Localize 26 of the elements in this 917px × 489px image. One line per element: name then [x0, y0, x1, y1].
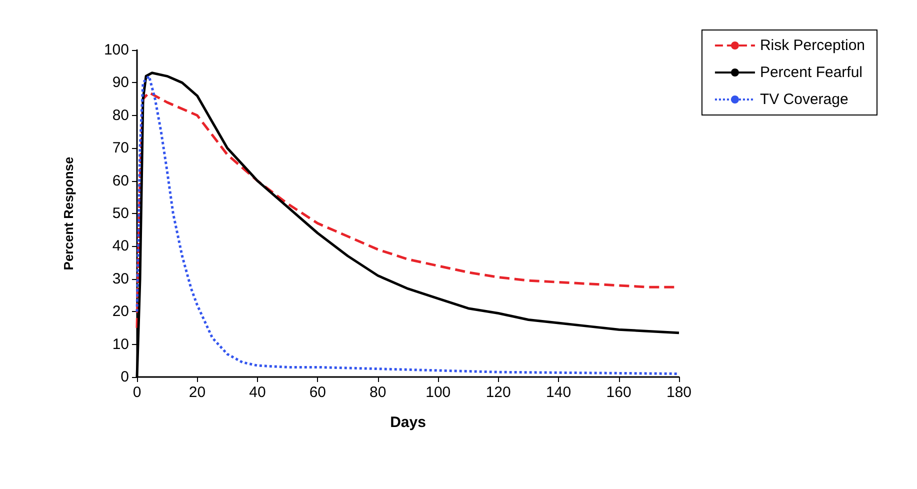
- x-tick-label: 80: [370, 384, 386, 401]
- y-tick-label: 40: [112, 238, 129, 255]
- y-tick-label: 70: [112, 140, 129, 157]
- y-tick-label: 20: [112, 303, 129, 320]
- y-tick-label: 60: [112, 172, 129, 190]
- x-tick-label: 160: [606, 384, 632, 401]
- legend-label: TV Coverage: [760, 91, 848, 108]
- y-axis-title: Percent Response: [61, 156, 76, 270]
- y-tick-label: 90: [112, 74, 129, 92]
- legend-label: Risk Perception: [760, 37, 866, 54]
- x-tick-label: 120: [486, 384, 511, 401]
- x-tick-label: 60: [309, 384, 326, 401]
- legend-label: Percent Fearful: [760, 64, 863, 81]
- y-tick-label: 30: [112, 270, 129, 288]
- x-tick-label: 140: [546, 384, 572, 401]
- x-tick-label: 40: [249, 384, 266, 401]
- x-tick-label: 180: [666, 384, 692, 401]
- x-tick-label: 0: [132, 384, 142, 401]
- y-tick-label: 0: [120, 368, 129, 386]
- x-axis-title: Days: [390, 414, 426, 431]
- y-tick-label: 50: [112, 205, 129, 222]
- y-tick-label: 100: [104, 42, 129, 58]
- x-tick-label: 20: [188, 384, 206, 401]
- y-tick-label: 80: [112, 106, 129, 124]
- y-tick-label: 10: [112, 336, 129, 353]
- x-tick-label: 100: [426, 384, 451, 401]
